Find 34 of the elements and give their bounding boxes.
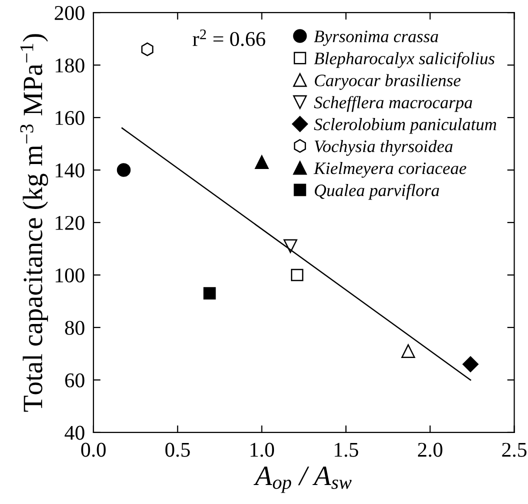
legend-label: Byrsonima crassa xyxy=(314,30,438,46)
x-tick-label: 1.5 xyxy=(334,442,358,457)
point xyxy=(254,155,269,170)
x-tick-label: 0.5 xyxy=(165,442,190,457)
y-axis-title: Total capacitance (kg m$^{−3}$ MPa$^{−1}$) xyxy=(20,34,48,412)
point xyxy=(141,42,154,56)
y-tick-label: 160 xyxy=(56,110,84,125)
x-axis-title: A$_{op}$ / A$_{sw}$ xyxy=(254,466,352,493)
y-tick-label: 40 xyxy=(64,426,84,440)
y-tick-label: 80 xyxy=(65,320,84,335)
y-tick-label: 60 xyxy=(65,373,84,388)
legend-label: Qualea parviflora xyxy=(314,184,440,200)
x-tick-label: 0.0 xyxy=(81,442,106,457)
point xyxy=(401,344,416,358)
legend-label: Sclerolobium paniculatum xyxy=(314,118,496,134)
x-tick-label: 1.0 xyxy=(250,442,274,457)
legend-label: Caryocar brasiliense xyxy=(314,74,461,90)
point xyxy=(284,239,298,254)
point xyxy=(462,356,478,372)
x-tick-label: 2.0 xyxy=(418,442,442,457)
point xyxy=(290,268,304,282)
legend-label: Kielmeyera coriaceae xyxy=(314,162,466,178)
annotation: r$^{2}$ = 0.66 xyxy=(192,29,266,46)
y-tick-label: 180 xyxy=(56,58,84,73)
legend-label: Schefflera macrocarpa xyxy=(314,96,472,112)
y-tick-label: 200 xyxy=(54,6,84,20)
y-tick-label: 140 xyxy=(56,163,84,178)
x-tick-label: 2.5 xyxy=(502,442,526,457)
y-tick-label: 120 xyxy=(56,216,84,230)
point xyxy=(203,287,216,300)
legend-label: Vochysia thyrsoidea xyxy=(314,140,453,156)
y-tick-label: 100 xyxy=(56,268,84,282)
point xyxy=(116,163,131,177)
legend-label: Blepharocalyx salicifolius xyxy=(314,52,494,68)
